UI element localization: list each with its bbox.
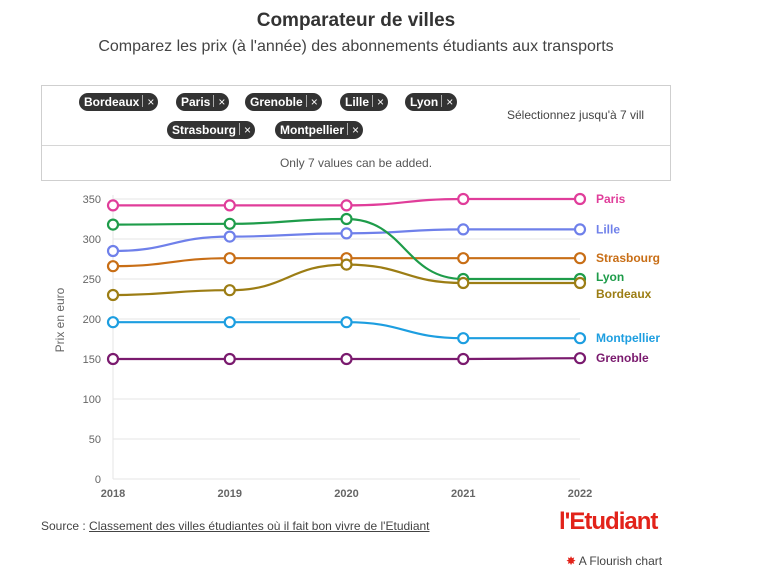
series-label-montpellier: Montpellier [596, 331, 660, 345]
remove-icon[interactable]: × [310, 95, 318, 109]
y-tick-label: 250 [83, 274, 101, 286]
data-point-grenoble-2018[interactable] [106, 352, 120, 366]
flourish-credit[interactable]: ✸ A Flourish chart [566, 554, 662, 568]
data-point-lyon-2018[interactable] [106, 218, 120, 231]
y-tick-label: 200 [83, 314, 101, 326]
y-tick-label: 300 [83, 234, 101, 246]
source-prefix: Source : [41, 519, 90, 533]
flourish-star-icon: ✸ [566, 554, 577, 568]
tag-lyon[interactable]: Lyon × [405, 93, 458, 111]
y-tick-label: 350 [83, 194, 101, 206]
series-label-lille: Lille [596, 222, 620, 236]
data-point-bordeaux-2018[interactable] [106, 288, 120, 302]
city-picker[interactable]: Bordeaux × Paris × Grenoble × Lille × Lyon × … [41, 85, 671, 181]
y-axis-label: Prix en euro [53, 287, 67, 352]
remove-icon[interactable]: × [352, 123, 360, 137]
series-label-lyon: Lyon [596, 270, 624, 284]
data-point-montpellier-2021[interactable] [457, 332, 470, 345]
data-point-lille-2018[interactable] [106, 244, 120, 258]
chart-series [106, 192, 587, 366]
data-point-paris-2019[interactable] [223, 199, 236, 212]
x-tick-label: 2019 [218, 488, 242, 500]
tag-label: Paris [181, 95, 211, 109]
remove-icon[interactable]: × [244, 123, 252, 137]
tag-label: Montpellier [280, 123, 345, 137]
selected-tags-area[interactable]: Bordeaux × Paris × Grenoble × Lille × Lyon × … [42, 86, 670, 146]
data-point-lille-2022[interactable] [573, 223, 587, 236]
page-subtitle: Comparez les prix (à l'année) des abonne… [98, 38, 614, 55]
y-tick-label: 100 [83, 394, 101, 406]
tag-label: Grenoble [250, 95, 303, 109]
data-point-grenoble-2019[interactable] [223, 352, 236, 366]
data-point-lille-2019[interactable] [223, 230, 236, 243]
data-point-bordeaux-2020[interactable] [340, 258, 353, 271]
data-point-montpellier-2020[interactable] [340, 316, 353, 329]
y-axis-ticks: 0 50 100 150 200 250 300 350 [83, 194, 101, 486]
tag-lille[interactable]: Lille × [340, 93, 389, 111]
data-point-grenoble-2020[interactable] [340, 352, 353, 366]
data-point-lille-2021[interactable] [457, 223, 470, 236]
remove-icon[interactable]: × [377, 95, 385, 109]
data-point-lille-2020[interactable] [340, 227, 353, 240]
y-tick-label: 0 [95, 474, 101, 486]
tag-label: Lille [345, 95, 370, 109]
data-point-bordeaux-2021[interactable] [457, 276, 470, 290]
data-point-paris-2022[interactable] [573, 192, 587, 206]
data-point-strasbourg-2021[interactable] [457, 252, 470, 265]
tag-montpellier[interactable]: Montpellier × [275, 121, 364, 139]
data-point-strasbourg-2018[interactable] [106, 260, 120, 273]
flourish-credit-text: A Flourish chart [578, 554, 663, 568]
series-labels: Paris Lille Strasbourg Lyon Bordeaux Montpell… [596, 192, 660, 365]
y-tick-label: 150 [83, 354, 101, 366]
tag-grenoble[interactable]: Grenoble × [245, 93, 322, 111]
picker-limit-notice: Only 7 values can be added. [279, 156, 433, 170]
data-point-montpellier-2019[interactable] [223, 316, 236, 329]
etudiant-logo[interactable]: l'Etudiant [559, 508, 658, 535]
tag-label: Strasbourg [172, 123, 237, 137]
tag-label: Bordeaux [84, 95, 140, 109]
data-point-grenoble-2022[interactable] [573, 352, 587, 365]
tag-strasbourg[interactable]: Strasbourg × [167, 121, 256, 139]
remove-icon[interactable]: × [218, 95, 226, 109]
x-tick-label: 2020 [334, 488, 358, 500]
data-point-strasbourg-2022[interactable] [573, 252, 587, 265]
x-tick-label: 2018 [101, 488, 125, 500]
tag-bordeaux[interactable]: Bordeaux × [79, 93, 159, 111]
picker-hint: Sélectionnez jusqu'à 7 vill [507, 108, 645, 122]
data-point-grenoble-2021[interactable] [457, 352, 470, 366]
data-point-montpellier-2022[interactable] [573, 332, 587, 345]
tag-paris[interactable]: Paris × [176, 93, 230, 111]
x-tick-label: 2022 [568, 488, 592, 500]
data-point-montpellier-2018[interactable] [106, 316, 120, 329]
series-label-paris: Paris [596, 192, 626, 206]
x-tick-label: 2021 [451, 488, 475, 500]
page-title: Comparateur de villes [256, 10, 456, 31]
source-link[interactable]: Classement des villes étudiantes où il f… [89, 519, 430, 533]
source-note: Source : Classement des villes étudiante… [41, 519, 430, 533]
x-axis-ticks: 2018 2019 2020 2021 2022 [101, 488, 592, 500]
data-point-lyon-2019[interactable] [223, 217, 236, 230]
remove-icon[interactable]: × [446, 95, 454, 109]
data-point-paris-2021[interactable] [457, 192, 470, 206]
tag-label: Lyon [410, 95, 439, 109]
series-label-bordeaux: Bordeaux [596, 287, 652, 301]
series-label-grenoble: Grenoble [596, 351, 649, 365]
data-point-lyon-2020[interactable] [340, 212, 353, 226]
data-point-strasbourg-2019[interactable] [223, 252, 236, 265]
series-label-strasbourg: Strasbourg [596, 251, 660, 265]
remove-icon[interactable]: × [147, 95, 155, 109]
y-tick-label: 50 [89, 434, 101, 446]
data-point-paris-2020[interactable] [340, 199, 353, 212]
data-point-bordeaux-2022[interactable] [573, 276, 587, 290]
data-point-paris-2018[interactable] [106, 199, 120, 212]
data-point-bordeaux-2019[interactable] [223, 284, 236, 297]
